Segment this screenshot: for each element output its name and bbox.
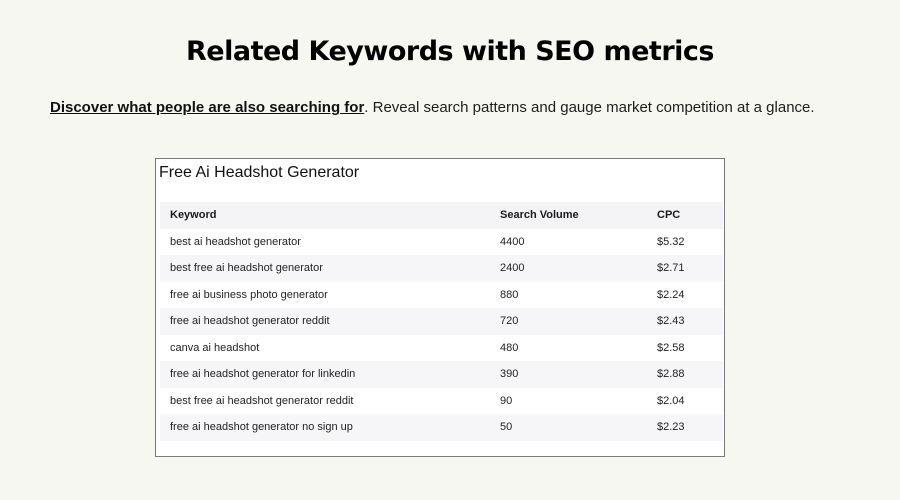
table-row: best free ai headshot generator 2400 $2.… xyxy=(160,255,723,282)
discover-link[interactable]: Discover what people are also searching … xyxy=(50,99,365,116)
keyword-cell: free ai headshot generator no sign up xyxy=(170,421,353,434)
cpc-cell: $2.24 xyxy=(657,288,685,301)
search-volume-cell: 720 xyxy=(500,315,519,328)
intro-paragraph: Discover what people are also searching … xyxy=(50,99,890,116)
cpc-cell: $2.58 xyxy=(657,341,685,354)
keyword-cell: canva ai headshot xyxy=(170,341,260,354)
table-row: free ai headshot generator for linkedin … xyxy=(160,361,723,388)
table-row: best free ai headshot generator reddit 9… xyxy=(160,388,723,415)
keyword-cell: free ai headshot generator reddit xyxy=(170,315,330,328)
column-header-keyword: Keyword xyxy=(170,209,217,222)
search-volume-cell: 390 xyxy=(500,368,519,381)
keywords-card: Free Ai Headshot Generator Keyword Searc… xyxy=(155,158,725,457)
card-title: Free Ai Headshot Generator xyxy=(159,164,360,181)
table-row: free ai headshot generator reddit 720 $2… xyxy=(160,308,723,335)
search-volume-cell: 480 xyxy=(500,341,519,354)
cpc-cell: $2.71 xyxy=(657,262,685,275)
search-volume-cell: 50 xyxy=(500,421,513,434)
table-row: canva ai headshot 480 $2.58 xyxy=(160,335,723,362)
search-volume-cell: 880 xyxy=(500,288,519,301)
column-header-search-volume: Search Volume xyxy=(500,209,579,222)
keyword-cell: best free ai headshot generator reddit xyxy=(170,394,354,407)
cpc-cell: $2.23 xyxy=(657,421,685,434)
table-row: free ai headshot generator no sign up 50… xyxy=(160,414,723,441)
page-title: Related Keywords with SEO metrics xyxy=(186,36,714,67)
cpc-cell: $5.32 xyxy=(657,235,685,248)
cpc-cell: $2.04 xyxy=(657,394,685,407)
table-header-row: Keyword Search Volume CPC xyxy=(160,202,723,229)
search-volume-cell: 2400 xyxy=(500,262,525,275)
keyword-cell: best ai headshot generator xyxy=(170,235,301,248)
cpc-cell: $2.43 xyxy=(657,315,685,328)
keyword-cell: best free ai headshot generator xyxy=(170,262,323,275)
search-volume-cell: 90 xyxy=(500,394,513,407)
search-volume-cell: 4400 xyxy=(500,235,525,248)
keyword-cell: free ai business photo generator xyxy=(170,288,328,301)
keywords-table: Keyword Search Volume CPC best ai headsh… xyxy=(160,202,723,441)
table-row: free ai business photo generator 880 $2.… xyxy=(160,282,723,309)
column-header-cpc: CPC xyxy=(657,209,681,222)
cpc-cell: $2.88 xyxy=(657,368,685,381)
table-row: best ai headshot generator 4400 $5.32 xyxy=(160,229,723,256)
keyword-cell: free ai headshot generator for linkedin xyxy=(170,368,356,381)
intro-text: . Reveal search patterns and gauge marke… xyxy=(364,99,815,116)
